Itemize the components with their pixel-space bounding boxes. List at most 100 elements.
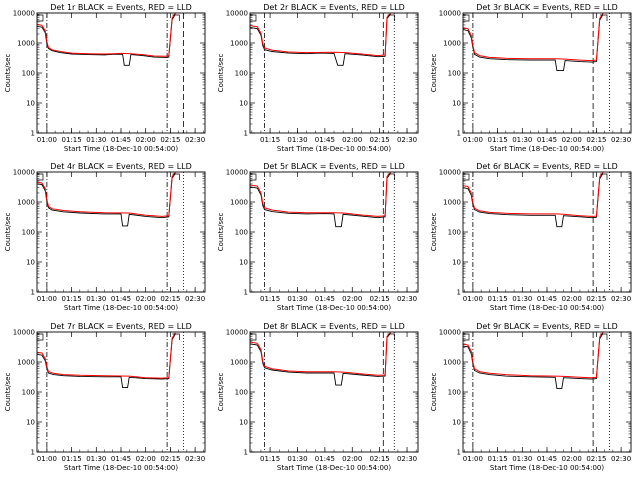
y-tick-label: 1 [244,130,248,138]
x-axis-label: Start Time (18-Dec-10 00:54:00) [277,145,391,153]
y-tick-label: 10000 [13,10,35,18]
panel-title: Det 3r BLACK = Events, RED = LLD [476,3,618,12]
series-lld [462,172,604,217]
panel-title: Det 9r BLACK = Events, RED = LLD [476,322,618,331]
interval-end-marker [387,14,395,21]
x-tick-label: 02:30 [397,295,417,303]
y-tick-label: 1000 [443,40,461,48]
interval-end-marker [172,333,180,340]
x-tick-label: 01:45 [111,455,131,463]
interval-start-marker [37,333,44,341]
plot-frame [249,331,419,453]
plot-frame [36,12,206,134]
y-tick-label: 1 [457,289,461,297]
x-tick-label: 02:15 [586,136,606,144]
x-tick-label: 02:15 [370,136,390,144]
y-tick-label: 100 [22,389,35,397]
x-tick-label: 02:15 [586,295,606,303]
y-tick-label: 1 [457,130,461,138]
x-tick-label: 01:15 [61,455,81,463]
interval-end-marker [387,333,395,340]
x-tick-label: 02:30 [185,295,205,303]
x-tick-label: 01:15 [260,136,280,144]
x-tick-label: 02:15 [160,455,180,463]
interval-end-marker [172,14,180,21]
series-events [462,14,604,72]
series-lld [462,13,604,62]
y-axis-label: Counts/sec [217,213,225,252]
x-tick-label: 01:15 [61,295,81,303]
y-tick-label: 1000 [230,359,248,367]
x-tick-label: 02:30 [611,295,631,303]
x-axis-label: Start Time (18-Dec-10 00:54:00) [64,145,178,153]
interval-start-marker [250,173,257,181]
interval-end-marker [600,333,608,340]
y-tick-label: 10 [239,100,248,108]
y-tick-label: 1000 [230,40,248,48]
interval-start-marker [463,14,470,22]
x-tick-label: 01:00 [37,455,57,463]
plot-frame [249,12,419,134]
y-tick-label: 10 [452,419,461,427]
x-tick-label: 01:15 [487,136,507,144]
x-tick-label: 01:15 [487,455,507,463]
x-tick-label: 01:45 [537,136,557,144]
interval-end-marker [600,14,608,21]
x-tick-label: 02:00 [342,136,362,144]
x-tick-label: 02:00 [136,295,156,303]
y-tick-label: 1 [457,449,461,457]
plot-frame [36,331,206,453]
x-tick-label: 02:30 [397,455,417,463]
x-axis-label: Start Time (18-Dec-10 00:54:00) [64,304,178,312]
x-axis-label: Start Time (18-Dec-10 00:54:00) [64,464,178,472]
interval-end-marker [600,173,608,180]
x-tick-label: 02:00 [342,295,362,303]
interval-start-marker [463,173,470,181]
detector-panel-8: Det 8r BLACK = Events, RED = LLD Counts/s… [217,322,419,472]
x-tick-label: 02:15 [586,455,606,463]
x-tick-label: 02:00 [562,136,582,144]
y-tick-label: 100 [235,229,248,237]
interval-end-marker [387,173,395,180]
y-tick-label: 100 [235,389,248,397]
series-lld [249,171,391,217]
plot-frame [249,171,419,293]
x-tick-label: 01:30 [86,295,106,303]
y-tick-label: 1000 [230,199,248,207]
x-tick-label: 01:00 [37,136,57,144]
x-tick-label: 02:00 [562,455,582,463]
y-tick-label: 100 [235,70,248,78]
x-tick-label: 01:30 [512,136,532,144]
series-lld [36,13,176,57]
x-tick-label: 02:30 [185,455,205,463]
x-tick-label: 01:30 [86,136,106,144]
x-tick-label: 01:15 [61,136,81,144]
x-tick-label: 01:00 [463,455,483,463]
x-tick-label: 01:15 [260,455,280,463]
series-lld [462,332,604,379]
y-axis-label: Counts/sec [4,54,12,93]
y-tick-label: 10000 [439,10,461,18]
y-axis-label: Counts/sec [4,213,12,252]
x-tick-label: 02:00 [342,455,362,463]
y-tick-label: 100 [448,389,461,397]
x-tick-label: 01:30 [86,455,106,463]
interval-start-marker [37,14,44,22]
series-events [249,172,391,228]
x-tick-label: 01:30 [287,295,307,303]
y-tick-label: 1 [31,449,35,457]
series-events [36,172,176,227]
y-tick-label: 10000 [13,329,35,337]
plot-frame [462,12,632,134]
panel-title: Det 8r BLACK = Events, RED = LLD [263,322,405,331]
detector-panel-4: Det 4r BLACK = Events, RED = LLD Counts/s… [4,162,206,312]
x-tick-label: 02:00 [136,136,156,144]
y-tick-label: 10 [239,419,248,427]
series-events [249,13,391,66]
detector-panel-2: Det 2r BLACK = Events, RED = LLD Counts/s… [217,3,419,153]
x-tick-label: 01:30 [512,455,532,463]
y-tick-label: 100 [448,70,461,78]
y-axis-label: Counts/sec [430,213,438,252]
x-tick-label: 01:45 [315,295,335,303]
